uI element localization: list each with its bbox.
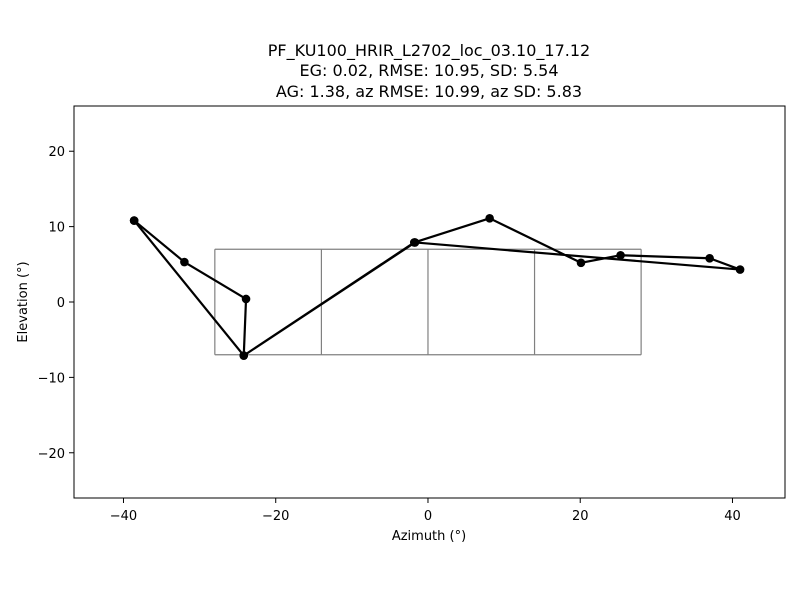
data-point-0-11 <box>239 351 249 360</box>
data-point-0-5 <box>485 214 494 223</box>
chart-title: PF_KU100_HRIR_L2702_loc_03.10_17.12 EG: … <box>268 41 590 101</box>
x-axis-ticks: −40 −20 0 20 40 <box>110 498 741 524</box>
data-point-0-2 <box>241 294 251 304</box>
x-tick-label-4: 40 <box>724 509 741 524</box>
x-tick-label-2: 0 <box>424 509 432 524</box>
data-point-0-12 <box>129 216 139 225</box>
x-tick-label-1: −20 <box>262 509 289 524</box>
data-point-0-7 <box>616 250 625 260</box>
data-point-0-1 <box>180 257 189 267</box>
x-axis-label: Azimuth (°) <box>392 529 466 544</box>
plot-area <box>129 214 745 360</box>
title-line-2: EG: 0.02, RMSE: 10.95, SD: 5.54 <box>300 61 559 80</box>
title-line-1: PF_KU100_HRIR_L2702_loc_03.10_17.12 <box>268 41 590 61</box>
x-tick-label-3: 20 <box>572 509 589 524</box>
data-point-0-8 <box>705 253 714 263</box>
y-tick-label-1: −10 <box>38 371 65 386</box>
y-tick-label-4: 20 <box>48 145 65 160</box>
data-point-0-6 <box>576 258 586 268</box>
y-tick-label-2: 0 <box>57 296 65 311</box>
y-tick-label-3: 10 <box>48 221 65 236</box>
data-point-0-10 <box>410 238 420 247</box>
x-tick-label-0: −40 <box>110 509 137 524</box>
title-line-3: AG: 1.38, az RMSE: 10.99, az SD: 5.83 <box>276 82 582 101</box>
y-axis-ticks: −20 −10 0 10 20 <box>38 145 74 462</box>
data-point-0-9 <box>735 265 745 274</box>
y-tick-label-0: −20 <box>38 447 65 462</box>
y-axis-label: Elevation (°) <box>16 261 31 342</box>
